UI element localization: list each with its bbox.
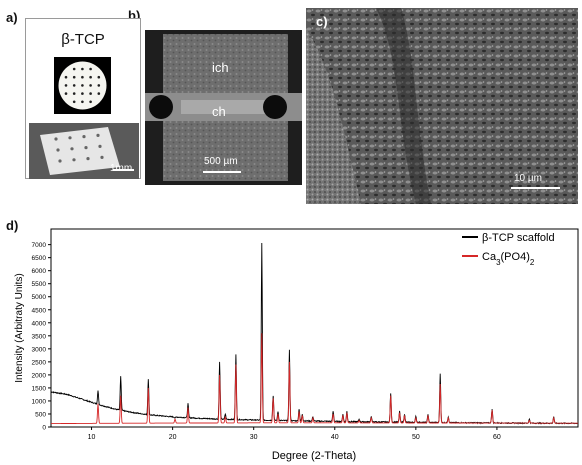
legend-label-beta-tcp: β-TCP scaffold <box>482 232 555 244</box>
disk-hole <box>64 84 68 87</box>
panel-c-label: c) <box>316 14 328 29</box>
x-tick-label: 60 <box>493 434 501 441</box>
disk-hole <box>72 67 76 71</box>
series-ca3po42-line <box>51 333 578 425</box>
block-hole <box>70 147 74 151</box>
y-tick-label: 5500 <box>32 281 47 288</box>
y-tick-label: 3000 <box>32 346 47 353</box>
upper-strut <box>163 34 288 96</box>
y-tick-label: 5000 <box>32 294 47 301</box>
panel-b-scalebar-label: 500 µm <box>204 156 238 167</box>
block-hole <box>68 136 72 140</box>
x-axis-label: Degree (2-Theta) <box>272 450 356 462</box>
disk-hole <box>89 92 92 95</box>
panel-a-photos: β-TCP 1mm <box>25 18 141 179</box>
x-tick-label: 20 <box>169 434 177 441</box>
plot-frame <box>50 228 579 428</box>
block-hole <box>54 137 58 141</box>
legend-label-ca3po42: Ca3(PO4)2 <box>482 251 535 267</box>
block-hole <box>58 159 62 163</box>
y-tick-label: 6000 <box>32 268 47 275</box>
panel-a-graphic <box>29 57 139 179</box>
x-tick-label: 40 <box>331 434 339 441</box>
panel-c-scalebar-label: 10 µm <box>514 173 542 184</box>
x-tick-label: 10 <box>88 434 96 441</box>
panel-a-scalebar-label: 1mm <box>110 163 133 174</box>
y-tick-label: 1000 <box>32 398 47 405</box>
disk-hole <box>89 100 92 104</box>
legend: β-TCP scaffold Ca3(PO4)2 <box>462 232 555 267</box>
panel-c-sem: c) 10 µm <box>306 8 578 204</box>
y-axis-label: Intensity (Arbitraty Units) <box>14 273 25 382</box>
pore-left <box>149 95 173 119</box>
y-tick-label: 1500 <box>32 385 47 392</box>
panel-d-label: d) <box>6 218 19 233</box>
y-tick-label: 4000 <box>32 320 47 327</box>
disk-hole <box>89 75 92 79</box>
disk-hole <box>72 84 76 87</box>
disk-hole <box>64 92 68 95</box>
panel-a-title: β-TCP <box>61 31 105 48</box>
disk-hole <box>72 75 76 79</box>
disk-hole <box>81 67 84 71</box>
x-axis-ticks: 10 20 30 40 50 60 <box>88 427 501 441</box>
ich-label: ich <box>212 60 229 75</box>
disk-hole <box>81 92 84 95</box>
y-tick-label: 3500 <box>32 333 47 340</box>
disk-hole <box>97 75 101 79</box>
xrd-chart: 0 500 1000 1500 2000 2500 3000 3500 4000 4500 5000… <box>14 228 579 462</box>
block-hole <box>86 157 90 161</box>
y-tick-label: 6500 <box>32 255 47 262</box>
block-hole <box>96 133 100 137</box>
y-tick-label: 2000 <box>32 372 47 379</box>
disk-hole <box>81 84 84 87</box>
series-beta-tcp-line <box>51 242 579 425</box>
block-hole <box>82 135 86 139</box>
y-tick-label: 7000 <box>32 242 47 249</box>
block-hole <box>98 144 102 148</box>
pore-right <box>263 95 287 119</box>
panel-a-label: a) <box>6 10 18 25</box>
block-hole <box>100 155 104 159</box>
y-axis-ticks: 0 500 1000 1500 2000 2500 3000 3500 4000 4500 5000… <box>32 242 51 432</box>
disk-hole <box>64 75 68 79</box>
disk-hole <box>97 84 101 87</box>
block-hole <box>72 158 76 162</box>
disk-hole <box>97 92 101 95</box>
block-hole <box>84 146 88 150</box>
scaffold-block <box>40 127 120 175</box>
x-tick-label: 50 <box>412 434 420 441</box>
disk-hole <box>72 92 76 95</box>
disk-hole <box>72 100 76 104</box>
y-tick-label: 500 <box>35 411 46 418</box>
panel-b-sem: ich ch 500 µm <box>145 30 302 185</box>
disk-hole <box>81 75 84 79</box>
ch-label: ch <box>212 104 226 119</box>
lower-strut <box>163 116 288 181</box>
disk-hole <box>89 84 92 87</box>
disk-hole <box>81 100 84 104</box>
y-tick-label: 0 <box>42 425 46 432</box>
y-tick-label: 2500 <box>32 359 47 366</box>
x-tick-label: 30 <box>250 434 258 441</box>
disk-hole <box>89 67 92 71</box>
y-tick-label: 4500 <box>32 307 47 314</box>
block-hole <box>56 148 60 152</box>
